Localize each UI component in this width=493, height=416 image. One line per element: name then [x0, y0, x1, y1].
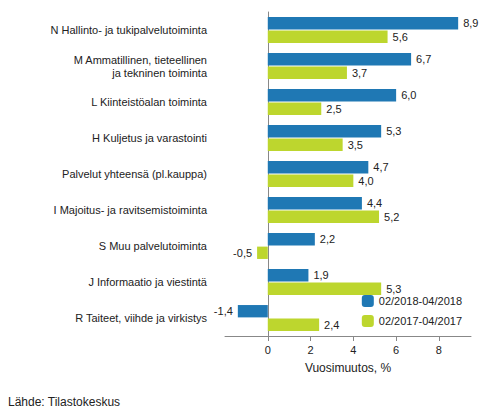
svg-text:ja tekninen toiminta: ja tekninen toiminta — [111, 67, 208, 79]
svg-text:02/2018-04/2018: 02/2018-04/2018 — [379, 295, 462, 307]
svg-text:I Majoitus- ja ravitsemistoimi: I Majoitus- ja ravitsemistoiminta — [54, 204, 208, 216]
svg-text:1,9: 1,9 — [313, 269, 328, 281]
svg-text:M Ammatillinen, tieteellinen: M Ammatillinen, tieteellinen — [74, 54, 207, 66]
svg-text:-0,5: -0,5 — [233, 247, 252, 259]
svg-text:4: 4 — [350, 344, 356, 356]
svg-text:J Informaatio ja viestintä: J Informaatio ja viestintä — [88, 276, 207, 288]
svg-text:5,3: 5,3 — [386, 125, 401, 137]
svg-text:S Muu palvelutoiminta: S Muu palvelutoiminta — [99, 240, 208, 252]
svg-text:8,9: 8,9 — [463, 17, 478, 29]
svg-text:02/2017-04/2017: 02/2017-04/2017 — [379, 315, 462, 327]
svg-text:Palvelut yhteensä (pl.kauppa): Palvelut yhteensä (pl.kauppa) — [62, 168, 207, 180]
svg-text:5,2: 5,2 — [384, 211, 399, 223]
svg-text:6,0: 6,0 — [401, 89, 416, 101]
svg-text:4,4: 4,4 — [367, 197, 382, 209]
svg-text:Lähde: Tilastokeskus: Lähde: Tilastokeskus — [8, 395, 120, 409]
svg-text:6: 6 — [393, 344, 399, 356]
svg-text:2,4: 2,4 — [324, 319, 339, 331]
svg-text:8: 8 — [436, 344, 442, 356]
svg-text:-1,4: -1,4 — [214, 305, 233, 317]
svg-text:3,5: 3,5 — [348, 139, 363, 151]
svg-text:0: 0 — [265, 344, 271, 356]
svg-text:4,0: 4,0 — [358, 175, 373, 187]
svg-text:3,7: 3,7 — [352, 67, 367, 79]
svg-text:L Kiinteistöalan toiminta: L Kiinteistöalan toiminta — [91, 96, 208, 108]
svg-text:Vuosimuutos, %: Vuosimuutos, % — [305, 361, 392, 375]
svg-text:N Hallinto- ja tukipalvelutoim: N Hallinto- ja tukipalvelutoiminta — [50, 24, 207, 36]
svg-text:2,5: 2,5 — [326, 103, 341, 115]
svg-text:R Taiteet, viihde ja virkistys: R Taiteet, viihde ja virkistys — [75, 312, 207, 324]
svg-text:2,2: 2,2 — [320, 233, 335, 245]
svg-text:2: 2 — [308, 344, 314, 356]
svg-text:6,7: 6,7 — [416, 53, 431, 65]
svg-text:5,6: 5,6 — [393, 31, 408, 43]
svg-text:H Kuljetus ja varastointi: H Kuljetus ja varastointi — [92, 132, 207, 144]
svg-text:5,3: 5,3 — [386, 283, 401, 295]
svg-text:4,7: 4,7 — [373, 161, 388, 173]
